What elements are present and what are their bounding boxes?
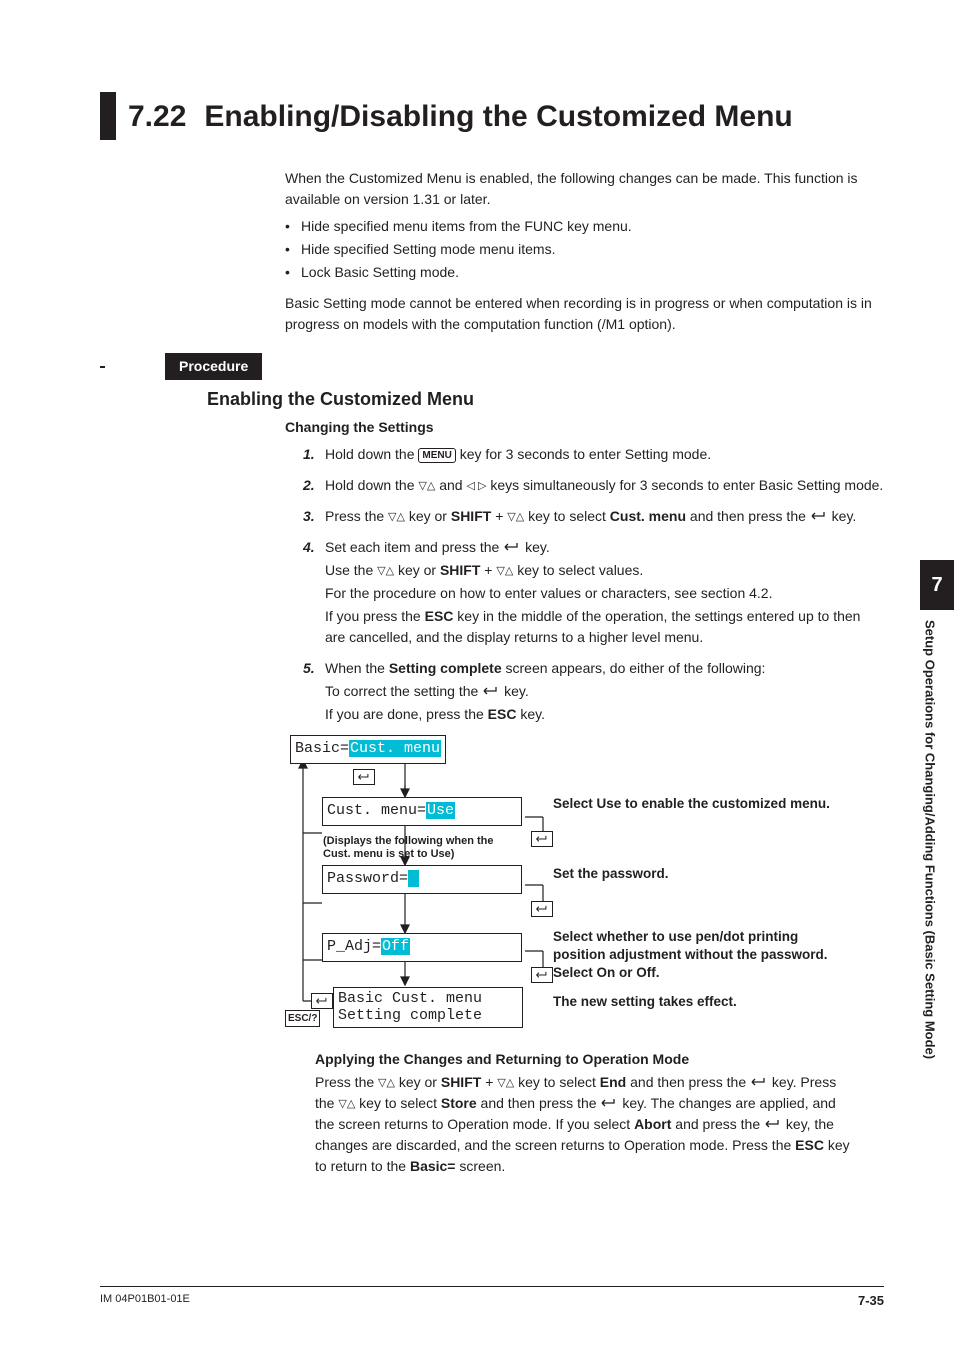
updown-arrow-icon bbox=[507, 508, 524, 524]
procedure-label: Procedure bbox=[165, 353, 262, 380]
step-3: 3. Press the key or SHIFT + key to selec… bbox=[303, 506, 884, 529]
updown-arrow-icon bbox=[377, 562, 394, 578]
doc-id: IM 04P01B01-01E bbox=[100, 1291, 190, 1311]
text: key. bbox=[828, 508, 857, 524]
page-footer: IM 04P01B01-01E 7-35 bbox=[100, 1286, 884, 1311]
enter-key-icon bbox=[531, 901, 553, 917]
enter-key-icon bbox=[482, 682, 500, 694]
lcd-box-custmenu: Cust. menu=Use bbox=[322, 797, 522, 826]
text: key to select bbox=[524, 508, 610, 524]
text: Use the bbox=[325, 562, 377, 578]
side-tab: 7 Setup Operations for Changing/Adding F… bbox=[920, 560, 954, 1069]
caption-padj: Select whether to use pen/dot printing p… bbox=[553, 928, 843, 983]
note-paragraph: Basic Setting mode cannot be entered whe… bbox=[285, 293, 884, 335]
text: key or bbox=[394, 562, 440, 578]
step-2: 2. Hold down the and keys simultaneously… bbox=[303, 475, 884, 498]
text: and then press the bbox=[686, 508, 810, 524]
text: keys simultaneously for 3 seconds to ent… bbox=[486, 477, 883, 493]
menu-name: Cust. menu bbox=[610, 508, 686, 524]
subsubsection-title: Changing the Settings bbox=[285, 417, 884, 438]
text: To correct the setting the bbox=[325, 683, 482, 699]
subsection-title: Enabling the Customized Menu bbox=[207, 386, 884, 413]
enter-key-icon bbox=[750, 1073, 768, 1085]
bullet-item: Hide specified Setting mode menu items. bbox=[285, 239, 884, 260]
enter-key-icon bbox=[600, 1094, 618, 1106]
bullet-list: Hide specified menu items from the FUNC … bbox=[285, 216, 884, 283]
updown-arrow-icon bbox=[418, 477, 435, 493]
heading-bar bbox=[100, 92, 116, 140]
menu-key-icon: MENU bbox=[418, 448, 455, 463]
updown-arrow-icon bbox=[496, 562, 513, 578]
bullet-item: Lock Basic Setting mode. bbox=[285, 262, 884, 283]
enter-key-icon bbox=[764, 1115, 782, 1127]
text: key to select values. bbox=[513, 562, 643, 578]
lcd-box-basic: Basic=Cust. menu bbox=[290, 735, 446, 764]
section-title: Enabling/Disabling the Customized Menu bbox=[204, 94, 792, 139]
text: If you are done, press the bbox=[325, 706, 488, 722]
enter-key-icon bbox=[531, 967, 553, 983]
text: For the procedure on how to enter values… bbox=[325, 583, 884, 604]
text: Hold down the bbox=[325, 477, 418, 493]
chapter-number: 7 bbox=[920, 560, 954, 610]
esc-key: ESC bbox=[488, 706, 517, 722]
enter-key-icon bbox=[311, 993, 333, 1009]
bullet-item: Hide specified menu items from the FUNC … bbox=[285, 216, 884, 237]
page-number: 7-35 bbox=[858, 1291, 884, 1311]
enter-key-icon bbox=[353, 769, 375, 785]
setting-complete: Setting complete bbox=[389, 660, 502, 676]
enter-key-icon bbox=[503, 538, 521, 550]
procedure-heading: Procedure bbox=[100, 353, 884, 380]
updown-arrow-icon bbox=[388, 508, 405, 524]
text: If you press the bbox=[325, 608, 425, 624]
text: + bbox=[480, 562, 496, 578]
text: Hold down the bbox=[325, 446, 418, 462]
text: key or bbox=[405, 508, 451, 524]
chapter-title: Setup Operations for Changing/Adding Fun… bbox=[920, 610, 948, 1069]
esc-key-label: ESC/? bbox=[285, 1010, 320, 1027]
caption-use: Select Use to enable the customized menu… bbox=[553, 795, 833, 813]
intro-paragraph: When the Customized Menu is enabled, the… bbox=[285, 168, 884, 210]
caption-effect: The new setting takes effect. bbox=[553, 993, 737, 1011]
steps-list: 1. Hold down the MENU key for 3 seconds … bbox=[303, 444, 884, 727]
text: Set each item and press the bbox=[325, 539, 503, 555]
enter-key-icon bbox=[531, 831, 553, 847]
updown-arrow-icon bbox=[378, 1074, 395, 1090]
flow-diagram: Basic=Cust. menu Cust. menu=Use Select U… bbox=[285, 735, 884, 1035]
step-5: 5. When the Setting complete screen appe… bbox=[303, 658, 884, 727]
leftright-arrow-icon bbox=[466, 477, 486, 493]
lcd-box-complete: Basic Cust. menu Setting complete bbox=[333, 987, 523, 1028]
text: key. bbox=[516, 706, 545, 722]
text: + bbox=[491, 508, 507, 524]
lcd-box-password: Password= bbox=[322, 865, 522, 894]
enter-key-icon bbox=[810, 507, 828, 519]
shift-key: SHIFT bbox=[451, 508, 491, 524]
shift-key: SHIFT bbox=[440, 562, 480, 578]
note-displays: (Displays the following when the Cust. m… bbox=[323, 835, 523, 861]
updown-arrow-icon bbox=[338, 1095, 355, 1111]
lcd-box-padj: P_Adj=Off bbox=[322, 933, 522, 962]
updown-arrow-icon bbox=[497, 1074, 514, 1090]
text: screen appears, do either of the followi… bbox=[502, 660, 766, 676]
step-4: 4. Set each item and press the key. Use … bbox=[303, 537, 884, 650]
text: key. bbox=[500, 683, 529, 699]
apply-paragraph: Press the key or SHIFT + key to select E… bbox=[315, 1072, 854, 1177]
step-1: 1. Hold down the MENU key for 3 seconds … bbox=[303, 444, 884, 467]
text: Press the bbox=[325, 508, 388, 524]
text: key. bbox=[521, 539, 550, 555]
esc-key: ESC bbox=[425, 608, 454, 624]
text: key for 3 seconds to enter Setting mode. bbox=[456, 446, 711, 462]
text: and bbox=[435, 477, 466, 493]
apply-heading: Applying the Changes and Returning to Op… bbox=[315, 1049, 884, 1070]
caption-password: Set the password. bbox=[553, 865, 669, 883]
section-number: 7.22 bbox=[128, 94, 186, 139]
section-heading: 7.22 Enabling/Disabling the Customized M… bbox=[100, 92, 884, 140]
text: When the bbox=[325, 660, 389, 676]
